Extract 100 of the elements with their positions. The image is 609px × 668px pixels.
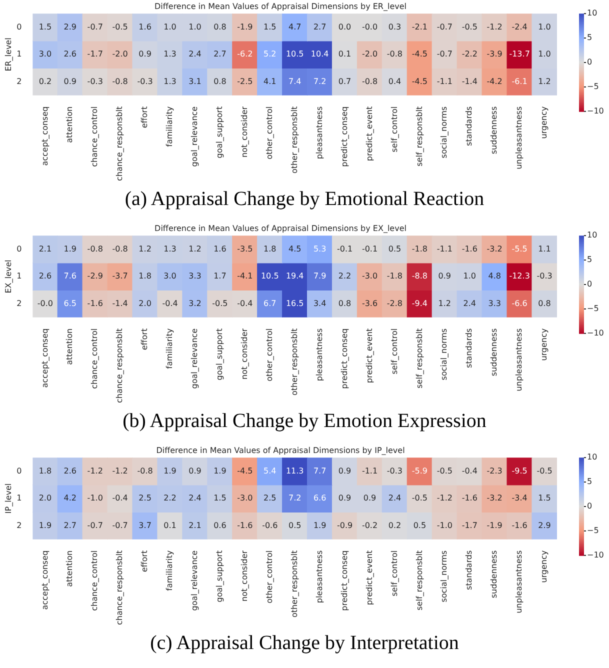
x-tick-label: chance_control [90,106,100,167]
data-label: -1.6 [512,520,528,530]
data-label: 0.9 [338,466,352,476]
data-label: -13.7 [509,50,530,59]
data-label: 0.3 [388,22,402,32]
data-label: -0.1 [336,244,353,254]
data-label: 1.3 [164,76,176,86]
data-label: 2.6 [64,466,77,476]
data-label: -0.2 [362,520,378,530]
data-label: 0.6 [214,520,226,530]
x-tick-label: pleasantness [314,550,324,604]
data-label: -0.4 [237,298,253,308]
data-label: 0.5 [288,520,302,530]
x-tick-label: suddenness [490,106,499,154]
data-label: 4.1 [264,76,276,86]
y-tick-label: 0 [16,466,22,476]
data-label: -0.8 [112,76,128,86]
y-tick-label: 2 [16,76,22,86]
x-tick-label: standards [464,106,474,146]
data-label: -12.3 [509,272,530,281]
data-label: 1.0 [463,272,476,281]
data-label: 1.1 [538,244,551,254]
data-label: -3.6 [362,298,378,308]
data-label: 2.0 [138,298,152,308]
x-tick-label: predict_event [364,106,374,162]
data-label: 1.9 [164,466,176,476]
data-label: 7.2 [313,76,326,86]
data-label: 0.5 [388,244,402,254]
x-tick-label: self_responsblt [414,328,424,388]
color-bar-label: −5 [587,304,599,314]
color-bar-label: −5 [587,82,599,92]
chart-title: Difference in Mean Values of Appraisal Dimensions by ER_level [154,2,406,11]
data-label: 1.9 [214,466,226,476]
x-tick-label: chance_control [90,550,100,611]
data-label: -1.7 [462,520,478,530]
data-label: 2.4 [188,494,202,503]
data-label: 1.0 [538,50,551,59]
x-tick-label: pleasantness [314,106,324,160]
x-tick-label: predict_event [364,550,374,606]
data-label: 0.7 [338,76,352,86]
data-label: -1.4 [112,298,128,308]
color-bar-label: −10 [587,328,604,338]
data-label: -0.5 [212,298,228,308]
data-label: 1.7 [214,272,226,281]
data-label: 1.9 [313,520,326,530]
x-tick-label: other_responsblt [290,550,299,618]
data-label: 10.5 [286,50,304,59]
data-label: 1.8 [264,244,276,254]
x-tick-label: predict_conseq [340,550,349,611]
data-label: -0.5 [462,22,478,32]
x-tick-label: goal_relevance [190,328,200,389]
data-label: 7.6 [64,272,77,281]
data-label: 1.8 [38,466,52,476]
x-tick-label: pleasantness [314,328,324,382]
color-bar-label: 10 [587,8,598,18]
data-label: -1.2 [87,466,103,476]
x-tick-label: self_control [390,106,399,152]
y-axis-title: IP_level [4,483,13,514]
data-label: -3.0 [362,272,378,281]
y-tick-label: 0 [16,22,22,32]
data-label: 6.5 [64,298,77,308]
data-label: -6.2 [237,50,253,59]
x-tick-label: goal_support [215,550,224,602]
y-tick-label: 2 [16,520,22,530]
x-tick-label: self_responsblt [414,106,424,166]
y-tick-label: 0 [16,244,22,254]
x-tick-label: other_control [264,106,274,160]
data-label: 4.8 [488,272,501,281]
data-label: 7.4 [288,76,302,86]
data-label: -1.6 [87,298,103,308]
data-label: 0.8 [214,76,226,86]
data-label: 3.1 [188,76,202,86]
x-tick-label: self_responsblt [414,550,424,610]
data-label: 10.5 [260,272,279,281]
data-label: -0.8 [87,244,103,254]
data-label: -6.6 [512,298,528,308]
data-label: -0.5 [412,494,428,503]
data-label: 2.5 [264,494,276,503]
data-label: -2.9 [87,272,103,281]
data-label: -9.5 [512,466,528,476]
data-label: -8.8 [412,272,428,281]
data-label: -3.4 [512,494,528,503]
data-label: 1.0 [188,22,202,32]
data-label: 0.9 [338,494,352,503]
data-label: -2.1 [412,22,428,32]
text: (b) Appraisal Change by Emotion Expression [122,409,488,434]
data-label: 1.6 [138,22,152,32]
data-label: 1.2 [438,298,452,308]
chart-title: Difference in Mean Values of Appraisal Dimensions by EX_level [154,224,406,233]
chart-title: Difference in Mean Values of Appraisal Dimensions by IP_level [156,446,405,455]
data-label: 4.5 [288,244,302,254]
data-label: 2.9 [64,22,77,32]
data-label: -1.9 [237,22,253,32]
x-tick-label: predict_event [364,328,374,384]
x-tick-label: chance_control [90,328,100,389]
data-label: -0.3 [536,272,552,281]
x-tick-label: chance_responsblt [115,106,124,182]
data-label: 11.3 [286,466,304,476]
color-bar-label: 0 [587,58,592,67]
y-tick-label: 1 [16,494,22,503]
